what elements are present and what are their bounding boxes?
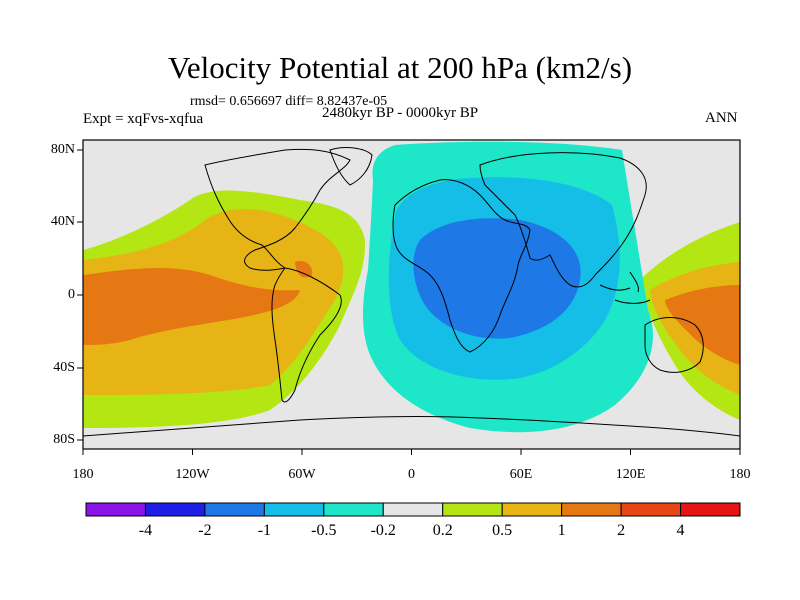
colorbar-label: 0.2 [432, 522, 453, 539]
colorbar-label: -2 [198, 522, 212, 539]
map-title: Velocity Potential at 200 hPa (km2/s) [167, 50, 633, 85]
contour-positive-1-east [665, 285, 740, 365]
coastline-greenland [329, 147, 373, 186]
coastline-south-america [271, 267, 342, 403]
lat-label-0: 0 [68, 287, 75, 302]
coastline-asia [479, 152, 647, 288]
lon-label-0: 0 [408, 467, 415, 482]
coastlines [83, 147, 740, 437]
colorbar-swatch [680, 502, 741, 517]
colorbar [85, 502, 741, 517]
stats-line: rmsd= 0.656697 diff= 8.82437e-05 [190, 94, 388, 109]
colorbar-swatch [501, 502, 563, 517]
colorbar-label: 4 [676, 522, 685, 539]
lon-label-60w: 60W [288, 467, 316, 482]
colorbar-label: 1 [557, 522, 566, 539]
colorbar-label: -0.5 [311, 522, 337, 539]
contour-positive-1 [83, 267, 300, 345]
lon-label-180e: 180 [729, 467, 751, 482]
colorbar-label: 2 [617, 522, 626, 539]
lon-label-120e: 120E [615, 467, 646, 482]
lat-label-80n: 80N [50, 142, 75, 157]
contour-positive-1-patch [295, 260, 313, 278]
lat-label-40n: 40N [50, 214, 75, 229]
colorbar-swatch [620, 502, 682, 517]
lon-label-120w: 120W [175, 467, 210, 482]
lon-label-180w: 180 [72, 467, 94, 482]
colorbar-swatch [382, 502, 444, 517]
colorbar-swatch [442, 502, 503, 517]
lat-ticks [77, 149, 83, 441]
lon-label-60e: 60E [509, 467, 533, 482]
colorbar-swatch [85, 502, 146, 517]
coastline-antarctica [83, 416, 740, 437]
season-label: ANN [705, 110, 738, 126]
contour-field [83, 140, 740, 449]
colorbar-label: -0.2 [370, 522, 396, 539]
colorbar-swatch [323, 502, 384, 517]
colorbar-swatch [561, 502, 622, 517]
coastline-maritime-continent [599, 271, 651, 304]
contour-negative-0.2-blob [368, 288, 384, 300]
period-label: 2480kyr BP - 0000kyr BP [322, 105, 479, 121]
colorbar-swatch [263, 502, 325, 517]
coastline-europe-africa [392, 179, 531, 353]
colorbar-swatch [144, 502, 206, 517]
colorbar-label: -4 [138, 522, 153, 539]
coastline-north-america [204, 148, 351, 271]
colorbar-label: -1 [257, 522, 272, 539]
experiment-label: Expt = xqFvs-xqfua [83, 111, 204, 127]
colorbar-label: 0.5 [492, 522, 513, 539]
colorbar-swatch [204, 502, 265, 517]
lat-label-40s: 40S [53, 360, 75, 375]
lon-ticks [82, 449, 741, 455]
lat-label-80s: 80S [53, 432, 75, 447]
coastline-australia [644, 317, 704, 373]
contour-negative-1 [413, 218, 581, 339]
